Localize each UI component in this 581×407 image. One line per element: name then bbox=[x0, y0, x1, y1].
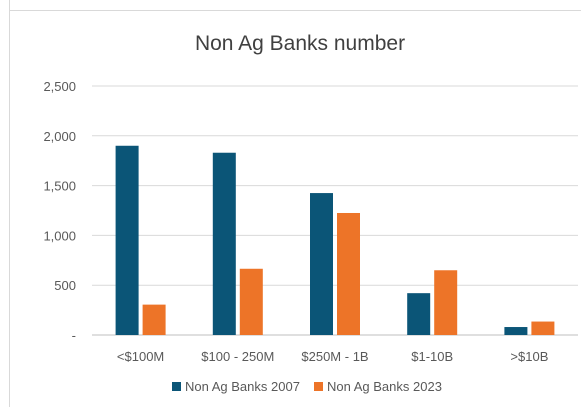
y-axis: - 500 1,000 1,500 2,000 2,500 bbox=[43, 79, 76, 343]
y-tick-label: 1,000 bbox=[43, 228, 76, 243]
y-tick-label: 2,000 bbox=[43, 129, 76, 144]
chart-top-border bbox=[10, 10, 581, 11]
bar-2007-2 bbox=[310, 193, 333, 335]
bar-2007-4 bbox=[504, 327, 528, 335]
chart-title: Non Ag Banks number bbox=[195, 32, 405, 55]
bar-2023-4 bbox=[531, 321, 555, 335]
bar-2023-0 bbox=[142, 304, 166, 335]
gridlines bbox=[92, 85, 578, 336]
bar-2023-2 bbox=[337, 212, 360, 335]
bar-2023-3 bbox=[434, 270, 458, 335]
x-tick-label: <$100M bbox=[117, 349, 164, 364]
legend: Non Ag Banks 2007 Non Ag Banks 2023 bbox=[172, 379, 442, 394]
legend-swatch bbox=[314, 382, 323, 391]
bar-2007-1 bbox=[212, 152, 236, 335]
x-tick-label: $1-10B bbox=[411, 349, 453, 364]
y-tick-label: 2,500 bbox=[43, 79, 76, 94]
bars bbox=[115, 145, 555, 335]
bar-2007-0 bbox=[115, 145, 139, 335]
y-tick-label: 500 bbox=[54, 278, 76, 293]
bar-2007-3 bbox=[407, 293, 431, 335]
x-axis: <$100M $100 - 250M $250M - 1B $1-10B >$10B bbox=[117, 349, 548, 364]
x-tick-label: $100 - 250M bbox=[201, 349, 274, 364]
y-tick-label: 1,500 bbox=[43, 179, 76, 194]
x-tick-label: $250M - 1B bbox=[301, 349, 368, 364]
legend-label: Non Ag Banks 2023 bbox=[327, 379, 442, 394]
bar-2023-1 bbox=[239, 268, 263, 335]
x-tick-label: >$10B bbox=[510, 349, 548, 364]
y-tick-label: - bbox=[72, 328, 76, 343]
chart-left-border bbox=[0, 0, 10, 407]
legend-swatch bbox=[172, 382, 181, 391]
legend-label: Non Ag Banks 2007 bbox=[185, 379, 300, 394]
